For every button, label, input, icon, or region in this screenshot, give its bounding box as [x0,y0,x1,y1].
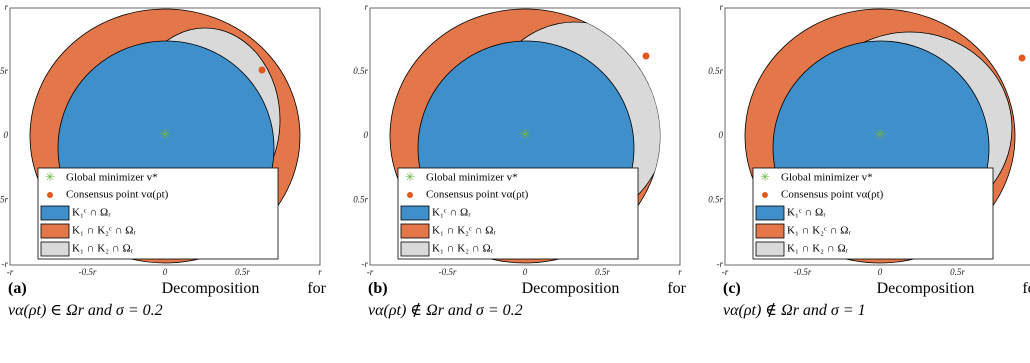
legend-box [752,167,994,260]
caption-math: vα(ρt) ∉ Ωr and σ = 0.2 [368,302,523,319]
y-tick-label: -r [717,259,724,269]
caption: (c) Decomposition for vα(ρt) ∉ Ωr and σ = … [723,278,1030,322]
legend-label: Consensus point vα(ρt) [66,189,169,201]
legend-label: Consensus point vα(ρt) [781,189,884,201]
legend-label: K₁ ∩ K₂ᶜ ∩ Ωᵣ [432,225,496,237]
star-marker: ✳ [159,128,171,143]
caption-row: (a) Decomposition for [8,278,326,300]
y-tick-label: r [719,2,723,12]
star-marker: ✳ [519,128,531,143]
figure: ✳ -r -0.5r 0 0.5r r r 0.5r 0 0.5r -r ✳ Global minimi… [0,2,1030,277]
caption: (b) Decomposition for vα(ρt) ∉ Ωr and σ = … [368,278,686,322]
x-tick-label: -0.5r [79,267,97,275]
y-tick-label: 0.5r [0,66,8,76]
caption-text: Decomposition for [521,280,686,297]
x-tick-label: 0.5r [235,267,250,275]
y-tick-label: 0.5r [0,195,8,205]
legend-star: ✳ [45,170,55,184]
legend-swatch [40,223,70,239]
legend-label: K₁ ∩ K₂ᶜ ∩ Ωᵣ [787,225,851,237]
legend-star: ✳ [760,170,770,184]
y-tick-label: 0.5r [708,66,723,76]
axes-box [369,7,681,266]
legend-swatch [755,205,785,221]
consensus-point [642,52,650,60]
panel: ✳ -r -0.5r 0 0.5r r r 0.5r 0 0.5r -r ✳ Global minimi… [353,2,682,277]
y-tick-label: 0 [4,130,9,140]
x-tick-label: 0.5r [595,267,610,275]
axes-box [9,7,321,266]
y-tick-label: 0.5r [708,195,723,205]
y-tick-label: r [4,2,8,12]
y-tick-label: 0.5r [353,66,368,76]
legend-label: K₁ ∩ K₂ ∩ Ωᵣ [787,243,849,255]
caption-math: vα(ρt) ∈ Ωr and σ = 0.2 [8,302,163,319]
y-tick-label: -r [362,259,369,269]
legend-label: K₁ ∩ K₂ ∩ Ωᵣ [72,243,134,255]
caption-label: (c) [723,280,741,297]
caption: (a) Decomposition for vα(ρt) ∈ Ωr and σ = … [8,278,326,322]
legend-dot [47,192,53,198]
legend-swatch [400,241,430,257]
legend-dot [407,192,413,198]
legend-label: K₁ ∩ K₂ᶜ ∩ Ωᵣ [72,225,136,237]
caption-label: (b) [368,280,388,297]
legend-swatch [755,223,785,239]
x-tick-label: -r [7,267,14,275]
consensus-point [258,66,266,74]
y-tick-label: 0 [364,130,369,140]
legend-label: Global minimizer v* [426,172,518,184]
y-tick-label: 0 [719,130,724,140]
axes-box [724,7,1030,266]
x-tick-label: 0 [523,267,528,275]
y-tick-label: 0.5r [353,195,368,205]
x-tick-label: -0.5r [439,267,457,275]
legend-label: K₁ᶜ ∩ Ωᵣ [787,207,826,219]
x-tick-label: 0 [878,267,883,275]
y-tick-label: -r [2,259,9,269]
x-tick-label: -0.5r [794,267,812,275]
legend-label: Global minimizer v* [781,172,873,184]
consensus-point [1018,54,1026,62]
legend-swatch [40,241,70,257]
x-tick-label: r [678,267,682,275]
panel: ✳ -r -0.5r 0 0.5r r r 0.5r 0 0.5r -r ✳ Global minimi… [0,2,322,277]
legend-swatch [40,205,70,221]
caption-row: (b) Decomposition for [368,278,686,300]
caption-row: (c) Decomposition for [723,278,1030,300]
legend-swatch [400,223,430,239]
x-tick-label: r [318,267,322,275]
caption-text: Decomposition for [161,280,326,297]
legend-label: K₁ ∩ K₂ ∩ Ωᵣ [432,243,494,255]
legend-label: K₁ᶜ ∩ Ωᵣ [432,207,471,219]
legend-label: K₁ᶜ ∩ Ωᵣ [72,207,111,219]
caption-math: vα(ρt) ∉ Ωr and σ = 1 [723,302,866,319]
legend-box [37,167,279,260]
x-tick-label: -r [367,267,374,275]
legend-star: ✳ [405,170,415,184]
legend-dot [762,192,768,198]
x-tick-label: 0.5r [950,267,965,275]
legend-label: Global minimizer v* [66,172,158,184]
legend-label: Consensus point vα(ρt) [426,189,529,201]
x-tick-label: -r [722,267,729,275]
legend-swatch [755,241,785,257]
star-marker: ✳ [874,128,886,143]
legend-swatch [400,205,430,221]
y-tick-label: r [364,2,368,12]
caption-text: Decomposition for [876,280,1030,297]
x-tick-label: 0 [163,267,168,275]
legend-box [397,167,639,260]
caption-label: (a) [8,280,27,297]
